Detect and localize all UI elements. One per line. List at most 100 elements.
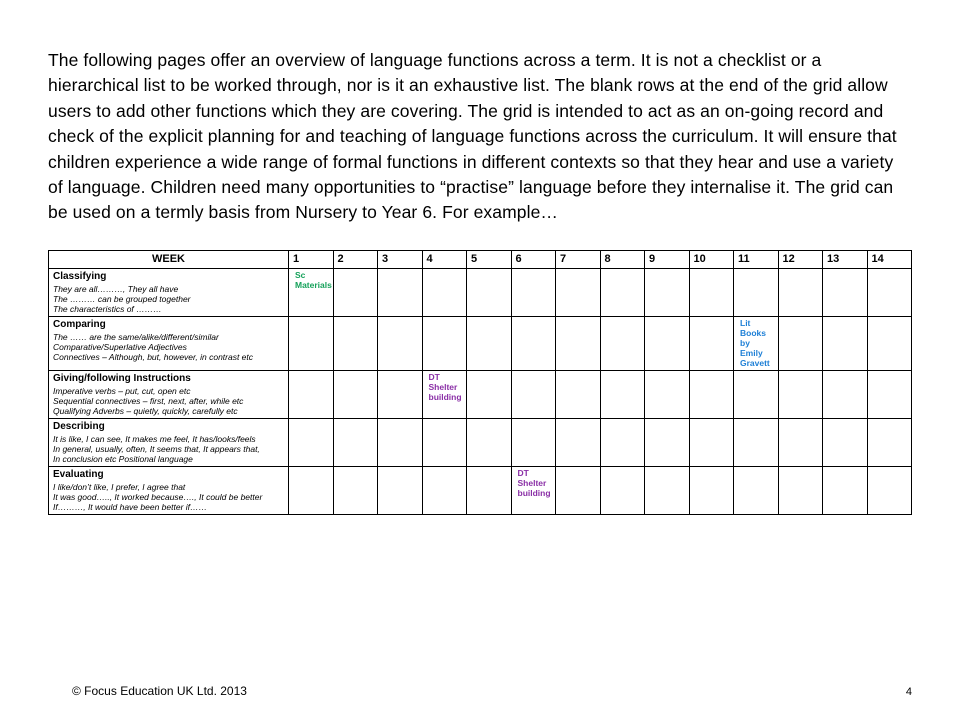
header-week-4: 4 (422, 250, 467, 269)
row-label: Giving/following InstructionsImperative … (49, 371, 289, 419)
table-row: ClassifyingThey are all………, They all hav… (49, 269, 912, 317)
cell-w8 (600, 317, 645, 371)
cell-w12 (778, 317, 823, 371)
cell-w4 (422, 467, 467, 515)
cell-w4 (422, 419, 467, 467)
cell-w1 (289, 371, 334, 419)
cell-w5 (467, 317, 512, 371)
cell-w6 (511, 371, 556, 419)
cell-w9 (645, 269, 690, 317)
row-desc: They are all………, They all haveThe ……… ca… (53, 284, 284, 315)
row-desc: The …… are the same/alike/different/simi… (53, 332, 284, 363)
header-week-13: 13 (823, 250, 868, 269)
cell-w7 (556, 419, 601, 467)
cell-w1: Sc Materials (289, 269, 334, 317)
cell-w5 (467, 419, 512, 467)
header-week-7: 7 (556, 250, 601, 269)
cell-w8 (600, 419, 645, 467)
cell-w7 (556, 317, 601, 371)
cell-w13 (823, 371, 868, 419)
header-week-2: 2 (333, 250, 378, 269)
cell-w14 (867, 371, 912, 419)
table-row: EvaluatingI like/don’t like, I prefer, I… (49, 467, 912, 515)
row-title: Describing (53, 421, 284, 434)
page-number: 4 (906, 686, 912, 698)
cell-w11 (734, 371, 779, 419)
cell-w10 (689, 467, 734, 515)
table-row: DescribingIt is like, I can see, It make… (49, 419, 912, 467)
cell-w6 (511, 419, 556, 467)
cell-w5 (467, 269, 512, 317)
cell-w3 (378, 467, 423, 515)
header-week-6: 6 (511, 250, 556, 269)
cell-w8 (600, 269, 645, 317)
cell-w12 (778, 371, 823, 419)
cell-note: DT Shelter building (427, 373, 463, 402)
cell-w11: Lit Books by Emily Gravett (734, 317, 779, 371)
cell-w8 (600, 371, 645, 419)
row-title: Comparing (53, 319, 284, 332)
row-desc: It is like, I can see, It makes me feel,… (53, 434, 284, 465)
row-desc: Imperative verbs – put, cut, open etcSeq… (53, 386, 284, 417)
cell-note: DT Shelter building (516, 469, 552, 498)
row-label: ComparingThe …… are the same/alike/diffe… (49, 317, 289, 371)
cell-note: Sc Materials (293, 271, 329, 291)
header-week-11: 11 (734, 250, 779, 269)
cell-w4 (422, 269, 467, 317)
header-week-8: 8 (600, 250, 645, 269)
cell-w10 (689, 317, 734, 371)
cell-w4: DT Shelter building (422, 371, 467, 419)
cell-note: Lit Books by Emily Gravett (738, 319, 774, 368)
cell-w4 (422, 317, 467, 371)
cell-w14 (867, 269, 912, 317)
header-week-5: 5 (467, 250, 512, 269)
header-week-14: 14 (867, 250, 912, 269)
header-row: WEEK 1234567891011121314 (49, 250, 912, 269)
cell-w7 (556, 269, 601, 317)
cell-w5 (467, 467, 512, 515)
row-title: Evaluating (53, 469, 284, 482)
cell-w2 (333, 317, 378, 371)
header-week-12: 12 (778, 250, 823, 269)
header-first: WEEK (49, 250, 289, 269)
cell-w11 (734, 269, 779, 317)
cell-w8 (600, 467, 645, 515)
cell-w3 (378, 269, 423, 317)
row-desc: I like/don’t like, I prefer, I agree tha… (53, 482, 284, 513)
cell-w3 (378, 317, 423, 371)
cell-w11 (734, 467, 779, 515)
header-week-3: 3 (378, 250, 423, 269)
cell-w13 (823, 467, 868, 515)
footer-copyright: © Focus Education UK Ltd. 2013 (72, 684, 247, 698)
header-week-1: 1 (289, 250, 334, 269)
row-label: EvaluatingI like/don’t like, I prefer, I… (49, 467, 289, 515)
cell-w6 (511, 317, 556, 371)
cell-w3 (378, 371, 423, 419)
cell-w14 (867, 419, 912, 467)
cell-w1 (289, 419, 334, 467)
cell-w13 (823, 419, 868, 467)
cell-w9 (645, 467, 690, 515)
header-week-9: 9 (645, 250, 690, 269)
cell-w9 (645, 317, 690, 371)
cell-w11 (734, 419, 779, 467)
row-label: DescribingIt is like, I can see, It make… (49, 419, 289, 467)
table-row: Giving/following InstructionsImperative … (49, 371, 912, 419)
cell-w14 (867, 467, 912, 515)
cell-w7 (556, 467, 601, 515)
cell-w10 (689, 371, 734, 419)
cell-w9 (645, 419, 690, 467)
cell-w2 (333, 419, 378, 467)
cell-w12 (778, 419, 823, 467)
cell-w1 (289, 317, 334, 371)
cell-w13 (823, 269, 868, 317)
table-row: ComparingThe …… are the same/alike/diffe… (49, 317, 912, 371)
cell-w2 (333, 467, 378, 515)
cell-w2 (333, 371, 378, 419)
cell-w7 (556, 371, 601, 419)
cell-w5 (467, 371, 512, 419)
cell-w1 (289, 467, 334, 515)
cell-w9 (645, 371, 690, 419)
cell-w3 (378, 419, 423, 467)
language-functions-grid: WEEK 1234567891011121314 ClassifyingThey… (48, 250, 912, 516)
